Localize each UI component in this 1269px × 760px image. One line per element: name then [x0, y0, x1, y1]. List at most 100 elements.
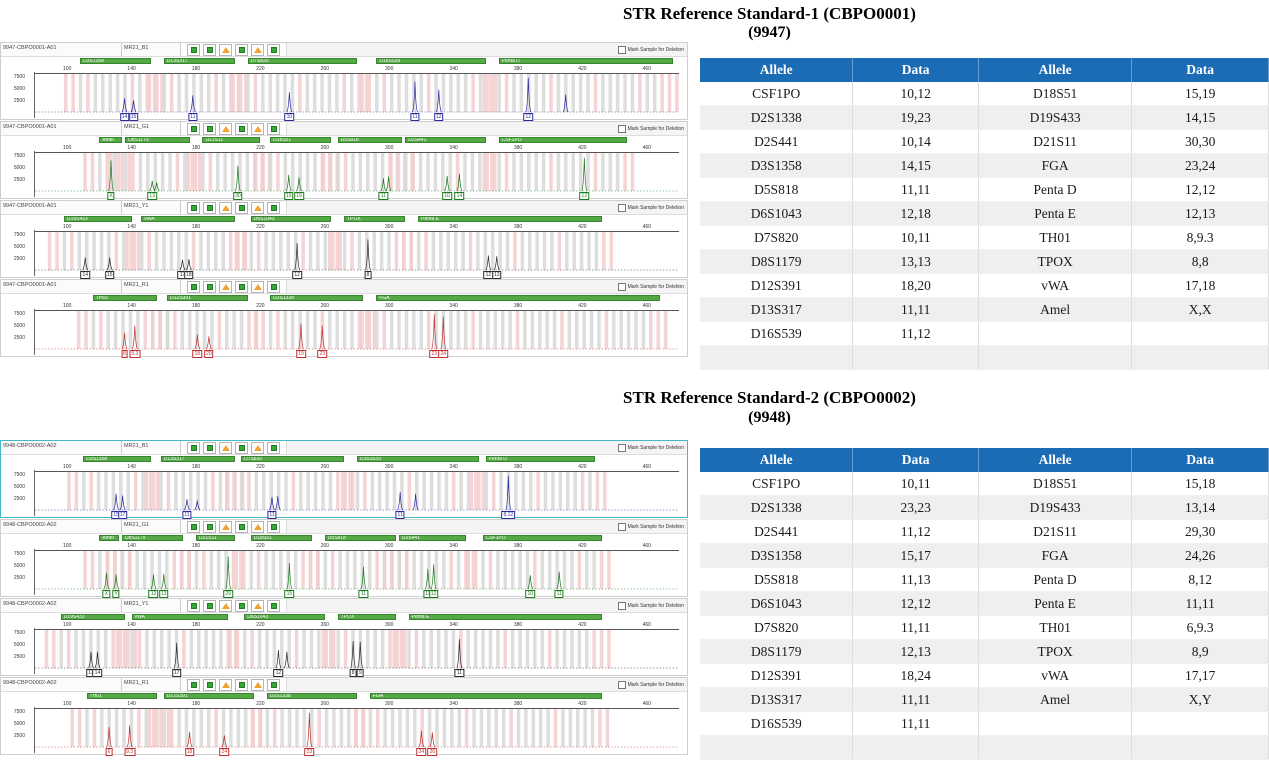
table-cell: D12S391	[700, 273, 854, 298]
orange-triangle-button[interactable]	[251, 280, 264, 293]
trace-plot[interactable]: 15 17 11 11 11 8,12	[35, 472, 679, 519]
orange-triangle-button[interactable]	[219, 520, 232, 533]
mark-sample-checkbox[interactable]	[617, 680, 626, 689]
mark-sample-checkbox[interactable]	[617, 522, 626, 531]
mark-sample-checkbox[interactable]	[617, 282, 626, 291]
allele-bin	[155, 74, 159, 112]
sample-name-label: 9947-CBPO0001-A01	[1, 122, 122, 135]
x-tick-label: 460	[642, 543, 651, 549]
orange-triangle-button[interactable]	[251, 201, 264, 214]
green-square-icon	[270, 204, 277, 211]
allele-bin	[181, 472, 186, 510]
green-square-button[interactable]	[203, 201, 216, 214]
orange-triangle-button[interactable]	[219, 441, 232, 454]
mark-sample-checkbox[interactable]	[617, 601, 626, 610]
x-tick-label: 100	[63, 66, 72, 72]
green-square-button[interactable]	[187, 599, 200, 612]
green-square-button[interactable]	[235, 280, 248, 293]
column-header: Allele	[978, 58, 1133, 82]
green-square-button[interactable]	[203, 678, 216, 691]
mark-sample-checkbox[interactable]	[617, 124, 626, 133]
green-square-button[interactable]	[187, 441, 200, 454]
allele-bin	[652, 74, 657, 112]
allele-bin	[601, 153, 605, 191]
trace-plot[interactable]: X Y 12 13 29 15 11 11 12 10 11	[35, 551, 679, 598]
table-cell: 18,20	[852, 273, 979, 298]
orange-triangle-button[interactable]	[219, 43, 232, 56]
orange-triangle-button[interactable]	[251, 122, 264, 135]
allele-bin	[459, 630, 463, 668]
allele-bin	[253, 153, 258, 191]
orange-triangle-button[interactable]	[219, 678, 232, 691]
green-square-button[interactable]	[187, 201, 200, 214]
orange-triangle-button[interactable]	[251, 520, 264, 533]
table-cell	[700, 345, 854, 370]
green-square-button[interactable]	[203, 122, 216, 135]
green-square-button[interactable]	[267, 201, 280, 214]
allele-bin	[608, 74, 613, 112]
green-square-button[interactable]	[187, 122, 200, 135]
allele-bin	[413, 709, 417, 747]
trace-plot[interactable]: 13 14 17 12 8 9 11	[35, 630, 679, 677]
green-square-button[interactable]	[267, 43, 280, 56]
green-square-button[interactable]	[203, 599, 216, 612]
orange-triangle-button[interactable]	[251, 678, 264, 691]
allele-bin	[264, 232, 268, 270]
panel-toolbar	[181, 201, 287, 214]
green-square-icon	[238, 204, 245, 211]
green-square-button[interactable]	[187, 678, 200, 691]
green-square-button[interactable]	[235, 43, 248, 56]
orange-triangle-button[interactable]	[219, 280, 232, 293]
allele-bin	[466, 551, 471, 589]
green-square-button[interactable]	[203, 441, 216, 454]
y-axis-line	[34, 309, 35, 355]
orange-triangle-button[interactable]	[219, 122, 232, 135]
green-square-button[interactable]	[235, 441, 248, 454]
allele-bin	[478, 311, 483, 349]
green-square-button[interactable]	[267, 122, 280, 135]
green-square-button[interactable]	[267, 599, 280, 612]
mark-sample-checkbox[interactable]	[617, 203, 626, 212]
green-square-button[interactable]	[203, 43, 216, 56]
trace-plot[interactable]: 14 15 17 18 12 8 12 13	[35, 232, 679, 279]
trace-plot[interactable]: 14 15 11 10 11 12 12	[35, 74, 679, 121]
trace-plot[interactable]: 8 9.3 18 20 19 23 23 24	[35, 311, 679, 358]
green-square-button[interactable]	[267, 678, 280, 691]
trace-svg	[35, 709, 679, 748]
green-square-button[interactable]	[203, 520, 216, 533]
allele-bin	[129, 232, 133, 270]
allele-bin	[84, 232, 89, 270]
electropherogram-panel: 9947-CBPO0001-A01 MR21_G1 Mark Sample for …	[0, 121, 688, 200]
green-square-button[interactable]	[203, 280, 216, 293]
x-tick-label: 140	[127, 543, 136, 549]
green-square-button[interactable]	[187, 43, 200, 56]
green-square-button[interactable]	[235, 678, 248, 691]
trace-plot[interactable]: 6 9.3 18 24 23 24 26	[35, 709, 679, 756]
green-square-button[interactable]	[235, 122, 248, 135]
allele-bin	[305, 74, 310, 112]
green-square-icon	[206, 602, 213, 609]
green-square-button[interactable]	[235, 520, 248, 533]
mark-sample-checkbox[interactable]	[617, 443, 626, 452]
orange-triangle-button[interactable]	[251, 441, 264, 454]
orange-triangle-button[interactable]	[219, 599, 232, 612]
allele-bin	[234, 232, 239, 270]
mark-sample-checkbox[interactable]	[617, 45, 626, 54]
allele-bin	[504, 153, 509, 191]
y-tick-label: 5000	[13, 484, 25, 490]
allele-bin	[264, 551, 268, 589]
orange-triangle-icon	[221, 444, 230, 451]
trace-plot[interactable]: X 13 30 15 19 11 10 14 12	[35, 153, 679, 200]
green-square-button[interactable]	[235, 201, 248, 214]
green-square-button[interactable]	[267, 280, 280, 293]
green-square-button[interactable]	[267, 441, 280, 454]
orange-triangle-button[interactable]	[219, 201, 232, 214]
orange-triangle-button[interactable]	[251, 599, 264, 612]
orange-triangle-icon	[253, 444, 262, 451]
green-square-button[interactable]	[187, 280, 200, 293]
green-square-button[interactable]	[235, 599, 248, 612]
green-square-button[interactable]	[187, 520, 200, 533]
allele-bin	[196, 472, 200, 510]
green-square-button[interactable]	[267, 520, 280, 533]
orange-triangle-button[interactable]	[251, 43, 264, 56]
